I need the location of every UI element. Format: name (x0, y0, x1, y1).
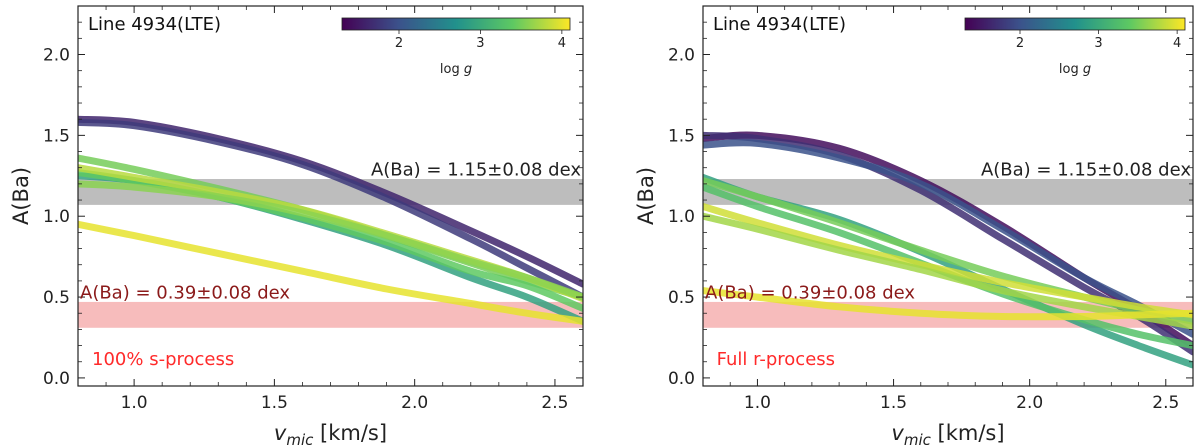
x-tick-label: 2.5 (541, 393, 568, 413)
y-axis-label: A(Ba) (634, 167, 658, 225)
colorbar-gradient (964, 17, 1186, 31)
x-tick-label: 1.0 (744, 393, 771, 413)
x-axis-label-subscript: mic (904, 431, 932, 448)
red-band-label: A(Ba) = 0.39±0.08 dex (80, 282, 290, 303)
y-tick-label: 0.5 (43, 288, 70, 308)
plot-area (703, 131, 1193, 369)
gray-band-label: A(Ba) = 1.15±0.08 dex (981, 159, 1191, 180)
colorbar-tick-label: 4 (1173, 36, 1181, 51)
colorbar-tick-label: 3 (476, 36, 484, 51)
x-tick-label: 2.5 (1152, 393, 1179, 413)
y-tick-label: 1.0 (668, 207, 695, 227)
red-band (78, 301, 583, 328)
x-axis-label-unit: [km/s] (313, 421, 387, 445)
y-tick-label: 1.5 (43, 126, 70, 146)
series-line-logg-4.0-a (78, 220, 583, 325)
y-axis-label: A(Ba) (9, 167, 33, 225)
colorbar-tick-label: 2 (395, 36, 403, 51)
panel-title: Line 4934(LTE) (88, 14, 221, 35)
x-axis-label: vmic [km/s] (274, 421, 387, 448)
red-band-label: A(Ba) = 0.39±0.08 dex (705, 282, 915, 303)
colorbar-label-text: log (1059, 62, 1083, 77)
right-panel: 1.0 1.5 2.0 2.5 0.0 0.5 1.0 1.5 2.0 A(Ba) vmic [km… (634, 5, 1194, 448)
colorbar-label: log g (440, 62, 472, 77)
colorbar-tick-label: 3 (1094, 36, 1102, 51)
y-tick-label: 1.5 (668, 126, 695, 146)
series-line-logg-4.0-a (703, 287, 1193, 321)
colorbar-label-symbol: g (464, 62, 472, 77)
panel-title: Line 4934(LTE) (713, 14, 846, 35)
x-tick-label: 2.0 (1016, 393, 1043, 413)
colorbar-tick-label: 2 (1016, 36, 1024, 51)
colorbar-gradient (341, 17, 571, 31)
colorbar: 2 3 4 log g (341, 17, 571, 77)
colorbar-label-text: log (440, 62, 464, 77)
colorbar-label: log g (1059, 62, 1091, 77)
y-tick-label: 1.0 (43, 207, 70, 227)
y-tick-label: 2.0 (43, 46, 70, 66)
y-tick-label: 0.0 (43, 369, 70, 389)
x-axis-label-unit: [km/s] (931, 421, 1005, 445)
x-axis-label-symbol: v (891, 421, 904, 445)
x-axis-label-subscript: mic (286, 431, 314, 448)
gray-band-label: A(Ba) = 1.15±0.08 dex (371, 159, 581, 180)
colorbar: 2 3 4 log g (964, 17, 1186, 77)
y-tick-label: 2.0 (668, 46, 695, 66)
x-tick-label: 2.0 (401, 393, 428, 413)
series-line-logg-3.9-a (703, 203, 1193, 319)
x-tick-label: 1.5 (880, 393, 907, 413)
series-line-logg-2.0-a (703, 139, 1193, 338)
y-tick-label: 0.5 (668, 288, 695, 308)
colorbar-tick-label: 4 (558, 36, 566, 51)
left-panel: 1.0 1.5 2.0 2.5 0.0 0.5 1.0 1.5 2.0 A(Ba) vmic [km… (9, 5, 584, 448)
process-annotation: 100% s-process (92, 349, 234, 370)
x-tick-label: 1.0 (121, 393, 148, 413)
y-tick-label: 0.0 (668, 369, 695, 389)
x-axis-label: vmic [km/s] (891, 421, 1004, 448)
series-line-logg-1.8-a (78, 118, 583, 301)
series-line-logg-3.6-a (78, 180, 583, 301)
x-tick-label: 1.5 (261, 393, 288, 413)
colorbar-label-symbol: g (1083, 62, 1091, 77)
plot-area (78, 115, 583, 328)
process-annotation: Full r-process (717, 349, 835, 370)
x-axis-label-symbol: v (274, 421, 287, 445)
